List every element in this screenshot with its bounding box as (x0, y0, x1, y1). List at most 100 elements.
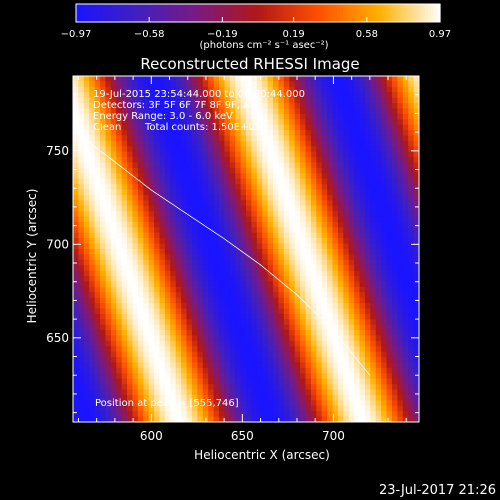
heatmap-cell (89, 162, 96, 169)
heatmap-cell (289, 167, 296, 174)
heatmap-cell (310, 243, 317, 250)
heatmap-cell (386, 86, 393, 93)
heatmap-cell (154, 76, 160, 82)
heatmap-cell (408, 76, 415, 82)
heatmap-cell (386, 400, 393, 407)
heatmap-cell (224, 243, 231, 250)
heatmap-cell (289, 205, 296, 212)
heatmap-cell (218, 340, 225, 347)
heatmap-cell (83, 178, 90, 185)
heatmap-cell (240, 394, 247, 401)
heatmap-cell (370, 340, 377, 347)
heatmap-cell (229, 330, 236, 336)
heatmap-cell (397, 140, 404, 147)
heatmap-cell (127, 227, 133, 234)
heatmap-cell (391, 130, 398, 136)
heatmap-cell (89, 200, 96, 207)
heatmap-cell (127, 270, 133, 277)
heatmap-cell (337, 389, 344, 396)
heatmap-cell (175, 384, 182, 391)
heatmap-cell (386, 227, 393, 234)
heatmap-cell (321, 249, 328, 255)
heatmap-cell (413, 384, 420, 391)
heatmap-cell (100, 324, 106, 331)
heatmap-cell (154, 357, 160, 364)
heatmap-cell (273, 308, 279, 315)
heatmap-cell (73, 146, 79, 153)
heatmap-cell (224, 378, 231, 385)
heatmap-cell (89, 130, 96, 136)
heatmap-cell (273, 340, 279, 347)
heatmap-cell (197, 405, 204, 412)
heatmap-cell (246, 394, 252, 401)
heatmap-cell (229, 303, 236, 309)
heatmap-cell (283, 151, 290, 158)
colorbar-cell (151, 4, 156, 22)
heatmap-cell (273, 319, 279, 326)
heatmap-cell (359, 146, 366, 153)
heatmap-cell (137, 394, 144, 401)
heatmap-cell (208, 249, 215, 255)
heatmap-cell (186, 281, 193, 288)
heatmap-cell (89, 108, 96, 115)
heatmap-cell (348, 173, 355, 180)
heatmap-cell (132, 227, 139, 234)
heatmap-cell (127, 362, 133, 369)
heatmap-cell (175, 389, 182, 396)
heatmap-cell (305, 184, 312, 191)
heatmap-cell (348, 259, 355, 266)
heatmap-cell (278, 151, 285, 158)
colorbar-cell (91, 4, 95, 22)
heatmap-cell (121, 97, 128, 104)
heatmap-cell (132, 162, 139, 169)
heatmap-cell (148, 384, 155, 391)
heatmap-cell (121, 340, 128, 347)
heatmap-cell (289, 227, 296, 234)
heatmap-cell (218, 292, 225, 299)
heatmap-cell (381, 173, 388, 180)
heatmap-cell (197, 86, 204, 93)
heatmap-cell (262, 270, 269, 277)
heatmap-cell (148, 232, 155, 239)
heatmap-cell (343, 227, 350, 234)
heatmap-cell (262, 335, 269, 342)
heatmap-cell (386, 92, 393, 99)
heatmap-cell (316, 254, 323, 261)
heatmap-cell (137, 384, 144, 391)
heatmap-cell (110, 297, 117, 304)
heatmap-cell (375, 167, 382, 174)
heatmap-cell (110, 405, 117, 412)
colorbar-cell (321, 4, 326, 22)
heatmap-cell (251, 108, 258, 115)
heatmap-cell (164, 232, 171, 239)
heatmap-cell (148, 146, 155, 153)
heatmap-cell (364, 178, 371, 185)
heatmap-cell (300, 178, 306, 185)
heatmap-cell (154, 194, 160, 201)
heatmap-cell (224, 324, 231, 331)
heatmap-cell (132, 405, 139, 412)
heatmap-cell (267, 92, 274, 99)
heatmap-cell (213, 216, 220, 223)
heatmap-cell (181, 135, 188, 142)
heatmap-cell (391, 265, 398, 272)
heatmap-cell (294, 86, 301, 93)
heatmap-cell (386, 394, 393, 401)
heatmap-cell (224, 86, 231, 93)
heatmap-cell (332, 76, 339, 82)
heatmap-cell (294, 130, 301, 136)
heatmap-cell (121, 178, 128, 185)
heatmap-cell (170, 362, 177, 369)
colorbar-cell (254, 4, 259, 22)
heatmap-cell (251, 157, 258, 163)
heatmap-cell (364, 86, 371, 93)
heatmap-cell (235, 270, 242, 277)
heatmap-cell (170, 384, 177, 391)
heatmap-cell (327, 81, 333, 88)
colorbar-cell (273, 4, 277, 22)
heatmap-cell (127, 313, 133, 320)
heatmap-cell (197, 200, 204, 207)
heatmap-cell (332, 357, 339, 364)
heatmap-cell (148, 211, 155, 218)
heatmap-cell (229, 254, 236, 261)
